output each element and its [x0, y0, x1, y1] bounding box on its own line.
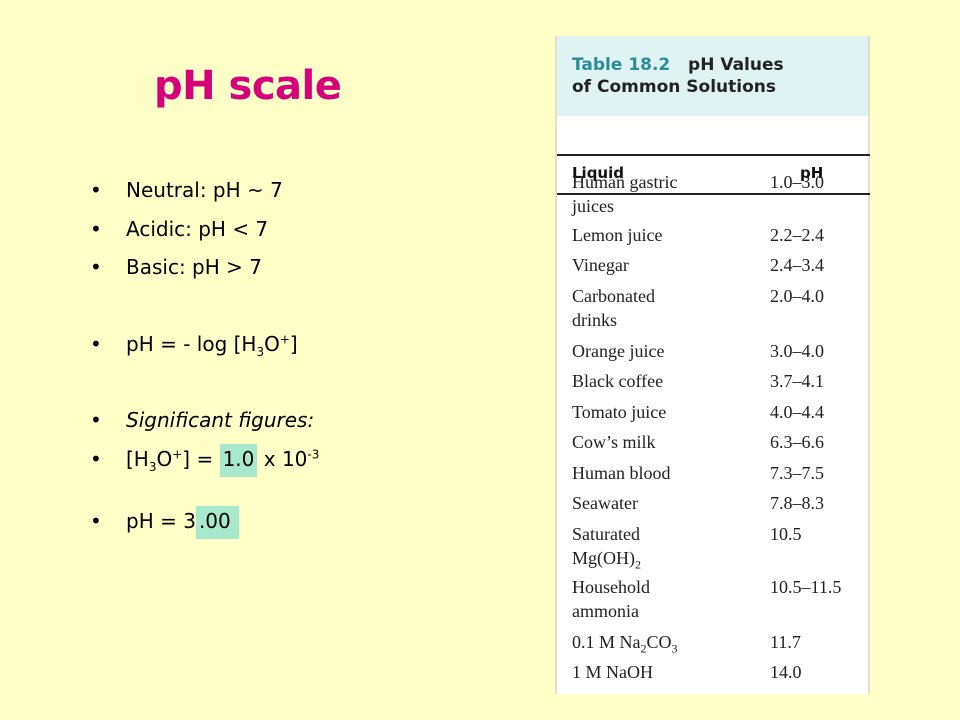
table-title-line1: pH Values: [688, 55, 784, 75]
bullet-dot: •: [90, 332, 102, 356]
bullet-dot: •: [90, 217, 102, 241]
sig-figs-label: Significant figures:: [126, 408, 315, 432]
ph-result: pH = 3.00: [126, 506, 239, 539]
table-header: Table 18.2 pH Values of Common Solutions: [557, 36, 868, 116]
bullet-text: Acidic: pH < 7: [126, 217, 269, 241]
column-header-ph: pH: [800, 164, 824, 182]
table-rule-header: [557, 193, 870, 195]
bullet-text: Neutral: pH ~ 7: [126, 178, 283, 202]
bullet-dot: •: [90, 509, 102, 533]
column-header-liquid: Liquid: [572, 164, 624, 182]
bullet-dot: •: [90, 408, 102, 432]
highlight-decimals: .00: [195, 506, 239, 539]
ph-formula: pH = - log [H3O+]: [126, 332, 298, 359]
highlight-sig-figs: 1.0: [219, 444, 258, 477]
bullet-dot: •: [90, 178, 102, 202]
table-title-line2: of Common Solutions: [572, 77, 776, 97]
ph-table-figure: Table 18.2 pH Values of Common Solutions…: [555, 36, 870, 694]
concentration-expression: [H3O+] = 1.0 x 10-3: [126, 444, 319, 477]
bullet-dot: •: [90, 447, 102, 471]
bullet-dot: •: [90, 255, 102, 279]
table-caption: Table 18.2 pH Values of Common Solutions: [572, 54, 784, 98]
table-number: Table 18.2: [572, 55, 671, 75]
table-rule-top: [557, 154, 870, 156]
slide-title: pH scale: [154, 63, 342, 109]
bullet-text: Basic: pH > 7: [126, 255, 262, 279]
